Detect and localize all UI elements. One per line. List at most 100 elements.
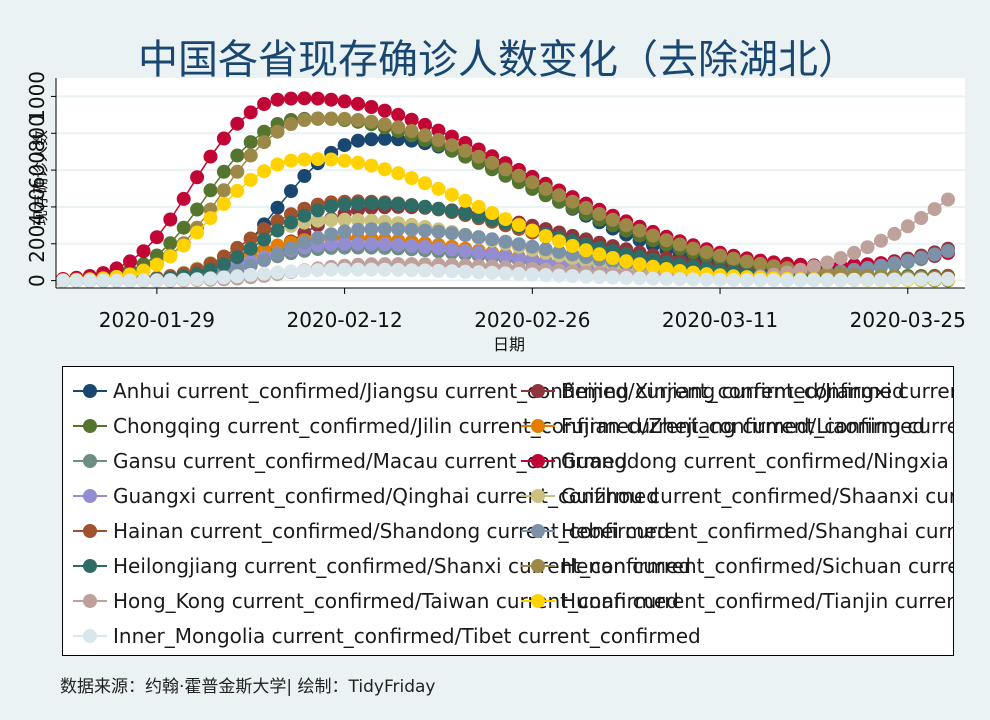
point-s14-d26	[404, 263, 419, 278]
legend-marker-9	[521, 519, 555, 543]
point-s5-d17	[284, 91, 298, 106]
legend-label-6: Guangxi current_confirmed/Qinghai curren…	[113, 484, 659, 508]
point-s13-d13	[230, 183, 245, 198]
point-s10-d12	[216, 257, 231, 272]
point-s11-d26	[404, 124, 419, 138]
point-s2-d8	[163, 236, 178, 251]
point-s9-d65	[927, 247, 942, 262]
point-s10-d22	[351, 196, 365, 211]
point-s11-d19	[310, 111, 325, 126]
point-s5-d18	[297, 91, 312, 106]
legend-label-13: Hunan current_confirmed/Tianjin current_…	[561, 589, 953, 613]
point-s9-d31	[471, 230, 486, 245]
point-s14-d44	[646, 271, 660, 286]
point-s5-d16	[270, 92, 285, 107]
y-tick-label-4: 800	[25, 114, 49, 152]
point-s13-d23	[364, 158, 379, 173]
point-s11-d24	[377, 117, 392, 132]
point-s11-d15	[257, 135, 272, 150]
point-s11-d16	[270, 124, 285, 139]
point-s6-d30	[458, 244, 473, 259]
point-s9-d32	[485, 232, 500, 247]
point-s12-d63	[900, 219, 915, 234]
point-s5-d19	[310, 91, 325, 106]
point-s0-d22	[351, 133, 365, 148]
point-s6-d31	[471, 245, 486, 260]
point-s0-d17	[284, 184, 298, 199]
point-s14-d46	[672, 272, 687, 287]
point-s14-d5	[123, 273, 137, 288]
point-s9-d20	[324, 227, 339, 242]
legend-marker-12	[73, 589, 107, 613]
point-s14-d45	[659, 271, 674, 286]
point-s9-d24	[377, 222, 392, 237]
legend-item-3: Fujian current_confirmed/Liaoning curren…	[521, 414, 953, 438]
point-s2-d10	[190, 202, 205, 217]
point-s5-d20	[324, 92, 339, 107]
point-s6-d34	[511, 251, 526, 266]
point-s14-d9	[176, 272, 191, 287]
series-14	[56, 262, 955, 288]
point-s13-d38	[565, 238, 580, 253]
point-s14-d55	[793, 273, 808, 288]
point-s6-d26	[404, 238, 419, 253]
point-s2-d9	[176, 220, 191, 235]
point-s9-d27	[418, 223, 432, 238]
point-s14-d43	[632, 271, 647, 286]
point-s13-d30	[458, 193, 473, 208]
point-s14-d34	[511, 266, 526, 281]
point-s13-d18	[297, 152, 312, 167]
legend-item-11: Henan current_confirmed/Sichuan current_…	[521, 554, 953, 578]
point-s14-d37	[552, 268, 567, 283]
legend-label-8: Hainan current_confirmed/Shandong curren…	[113, 519, 670, 543]
point-s14-d39	[579, 269, 593, 284]
legend-marker-10	[73, 554, 107, 578]
point-s11-d14	[243, 148, 258, 163]
x-tick-label-2: 2020-02-26	[474, 308, 590, 332]
point-s9-d61	[874, 258, 888, 273]
point-s14-d16	[270, 265, 285, 280]
point-s14-d59	[847, 272, 862, 287]
point-s14-d32	[485, 265, 500, 280]
point-s14-d29	[444, 264, 459, 279]
legend-label-5: Guangdong current_confirmed/Ningxia curr…	[561, 449, 953, 473]
point-s0-d18	[297, 169, 312, 183]
point-s10-d19	[310, 203, 325, 218]
point-s11-d48	[699, 245, 714, 260]
point-s14-d60	[860, 272, 875, 287]
point-s5-d10	[190, 170, 205, 185]
point-s5-d27	[418, 117, 432, 132]
y-tick-label-2: 400	[25, 188, 49, 226]
point-s6-d25	[391, 237, 406, 252]
point-s10-d25	[391, 197, 406, 212]
legend-marker-0	[73, 379, 107, 403]
x-tick-label-3: 2020-03-11	[662, 308, 778, 332]
point-s14-d12	[216, 270, 231, 285]
point-s7-d19	[310, 213, 325, 228]
legend-marker-11	[521, 554, 555, 578]
point-s6-d33	[498, 249, 513, 264]
point-s9-d62	[887, 256, 902, 271]
point-s14-d53	[766, 273, 781, 288]
point-s13-d19	[310, 152, 325, 167]
point-s9-d21	[337, 224, 352, 239]
y-axis-label: 现存确诊人数	[31, 130, 50, 226]
point-s10-d18	[297, 208, 312, 223]
point-s14-d19	[310, 263, 325, 278]
legend-item-6: Guangxi current_confirmed/Qinghai curren…	[73, 484, 659, 508]
point-s10-d24	[377, 196, 392, 211]
point-s14-d62	[887, 272, 902, 287]
point-s10-d29	[444, 204, 459, 219]
legend-item-12: Hong_Kong current_confirmed/Taiwan curre…	[73, 589, 679, 613]
point-s13-d27	[418, 176, 432, 191]
legend-marker-14	[73, 624, 107, 648]
point-s13-d29	[444, 187, 459, 202]
point-s9-d23	[364, 222, 379, 237]
point-s2-d11	[203, 183, 218, 198]
point-s9-d15	[257, 253, 272, 268]
point-s11-d47	[686, 241, 701, 256]
point-s9-d16	[270, 247, 285, 262]
point-s11-d32	[485, 155, 500, 170]
point-s12-d65	[927, 202, 942, 217]
point-s11-d28	[431, 133, 446, 147]
